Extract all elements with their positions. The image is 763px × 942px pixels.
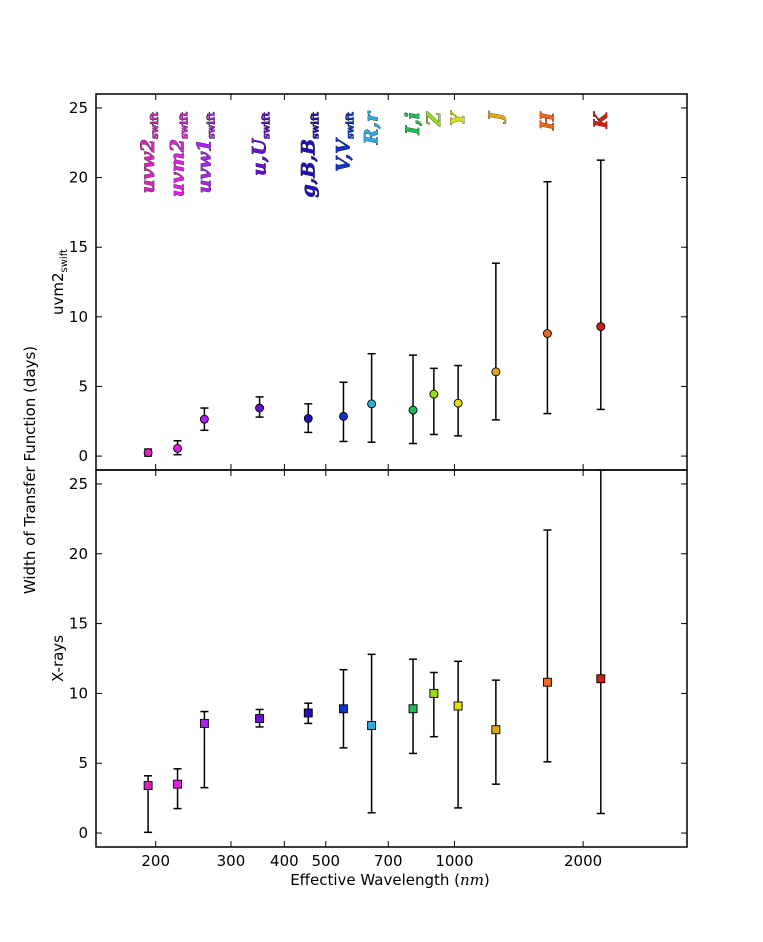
y-tick-label: 15	[69, 238, 88, 256]
band-label-sub: swift	[310, 112, 321, 139]
data-point	[255, 714, 265, 723]
data-point	[173, 779, 183, 789]
y-tick-label: 10	[69, 308, 88, 326]
y-tick-label: 0	[78, 824, 88, 842]
x-axis: 200 300 400 500 700 1000 2000	[141, 852, 602, 870]
band-label-main: u,U	[249, 138, 271, 176]
band-label: uvm2swift	[167, 112, 191, 198]
axes-frame	[95, 469, 688, 848]
panel-xrays: 0 5 10 15 20 25 X-rays	[49, 469, 688, 848]
x-tick-label: 2000	[564, 852, 602, 870]
band-label-main: Y	[447, 110, 469, 126]
x-tick-label: 300	[217, 852, 246, 870]
band-label-main: J	[485, 110, 507, 124]
data-point	[542, 677, 552, 687]
data-point	[596, 322, 606, 332]
band-label-main: uvm2	[167, 139, 189, 197]
band-label-main: g,B,B	[297, 139, 319, 198]
band-label-sub: swift	[262, 112, 273, 139]
series-points	[143, 159, 606, 458]
data-point	[199, 718, 209, 728]
shared-y-axis-title: Width of Transfer Function (days)	[21, 346, 39, 594]
panel-y-axis-title-main: X-rays	[49, 635, 67, 682]
band-label: K	[590, 111, 612, 130]
data-point	[143, 781, 153, 791]
data-point	[303, 708, 313, 718]
data-point	[429, 688, 439, 698]
panel-y-axis-title: X-rays	[49, 635, 67, 682]
data-point	[173, 443, 183, 453]
y-tick-label: 5	[78, 377, 88, 395]
band-label-main: V,V	[332, 137, 354, 172]
band-labels: uvw2swiftuvm2swiftuvw1swiftu,Uswiftg,B,B…	[137, 109, 612, 198]
band-label: uvw2swift	[137, 112, 161, 194]
band-label-main: uvw1	[193, 139, 215, 193]
band-label: u,Uswift	[249, 112, 273, 176]
band-label-sub: swift	[206, 112, 217, 139]
band-label-main: K	[590, 111, 612, 130]
x-tick-label: 700	[374, 852, 403, 870]
data-point	[408, 704, 418, 714]
band-label: I,i	[402, 112, 424, 136]
data-point	[453, 398, 463, 408]
y-tick-label: 5	[78, 754, 88, 772]
band-label-sub: swift	[345, 112, 356, 139]
band-label-sub: swift	[180, 112, 191, 139]
data-point	[429, 389, 439, 399]
data-point	[491, 367, 501, 377]
band-label: J	[485, 110, 507, 124]
data-point	[596, 674, 606, 684]
data-point	[199, 414, 209, 424]
data-point	[491, 725, 501, 735]
data-point	[542, 329, 552, 338]
data-point	[339, 704, 348, 714]
x-tick-label: 400	[270, 852, 299, 870]
band-label-sub: swift	[150, 112, 161, 139]
band-label: Y	[447, 110, 469, 126]
x-axis-title: Effective Wavelength (nm)	[290, 871, 490, 889]
band-label: g,B,Bswift	[297, 112, 321, 198]
data-point	[143, 448, 153, 458]
x-axis-title-text: Effective Wavelength	[290, 871, 449, 889]
band-label: R,r	[361, 110, 383, 145]
series-points	[143, 470, 606, 834]
band-label-main: Z	[423, 111, 445, 127]
y-tick-label: 0	[78, 447, 88, 465]
y-tick-label: 10	[69, 684, 88, 702]
band-label-main: H	[536, 111, 558, 131]
y-tick-label: 25	[69, 475, 88, 493]
band-label: uvw1swift	[193, 112, 217, 194]
data-point	[453, 701, 463, 711]
data-point	[303, 414, 313, 423]
band-label-main: R,r	[361, 110, 383, 145]
y-tick-label: 20	[69, 169, 88, 187]
y-tick-label: 15	[69, 615, 88, 633]
y-tick-label: 20	[69, 545, 88, 563]
panel-y-axis-title-main: uvm2	[49, 272, 67, 315]
panel-y-axis-title: uvm2swift	[49, 249, 70, 315]
band-label-main: I,i	[402, 112, 424, 136]
x-tick-label: 500	[311, 852, 340, 870]
band-label-main: uvw2	[137, 139, 159, 193]
band-label: Z	[423, 111, 445, 127]
data-point	[408, 405, 418, 415]
x-tick-label: 200	[141, 852, 170, 870]
data-point	[367, 399, 377, 409]
x-tick-label: 1000	[435, 852, 473, 870]
band-label: H	[536, 111, 558, 131]
data-point	[367, 721, 377, 730]
panel-y-axis-title-sub: swift	[59, 249, 70, 273]
y-tick-label: 25	[69, 99, 88, 117]
data-point	[255, 403, 265, 413]
x-axis-title-unit: nm	[460, 871, 484, 889]
data-point	[339, 411, 348, 421]
band-label: V,Vswift	[332, 112, 356, 172]
